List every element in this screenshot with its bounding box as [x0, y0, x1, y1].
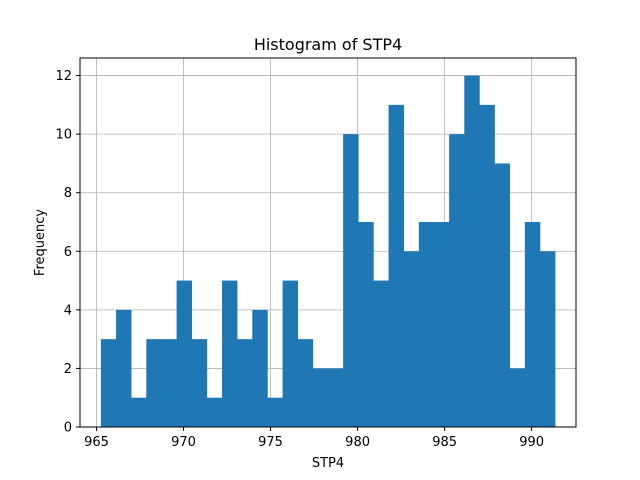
x-tick-label: 975: [258, 435, 283, 450]
x-tick-label: 970: [171, 435, 196, 450]
histogram-bar: [252, 309, 268, 427]
y-tick-label: 6: [64, 245, 72, 260]
chart-title: Histogram of STP4: [254, 35, 402, 54]
histogram-bar: [449, 134, 465, 427]
y-tick-label: 12: [55, 69, 72, 84]
histogram-bar: [539, 251, 556, 427]
histogram-bar: [388, 104, 405, 427]
histogram-bar: [267, 397, 283, 427]
y-tick-label: 4: [64, 303, 72, 318]
histogram-bar: [297, 339, 314, 427]
ticks-layer: 965 970 975 980 985 990 0 2 4 6 8 10 12: [55, 69, 544, 450]
histogram-bar: [146, 339, 162, 427]
x-tick-label: 980: [345, 435, 370, 450]
histogram-bar: [433, 222, 450, 427]
histogram-bar: [418, 222, 435, 427]
y-tick-label: 10: [55, 128, 72, 143]
histogram-bar: [328, 368, 344, 427]
histogram-bar: [464, 75, 480, 428]
histogram-bar: [358, 222, 374, 427]
histogram-bar: [373, 280, 389, 427]
histogram-bar: [343, 134, 359, 427]
y-axis-label: Frequency: [33, 209, 48, 276]
histogram-bar: [282, 280, 299, 427]
y-tick-label: 0: [64, 421, 72, 436]
y-tick-label: 8: [64, 186, 72, 201]
plot-frame: [79, 57, 577, 428]
histogram-bar: [509, 368, 526, 427]
histogram-bar: [312, 368, 329, 427]
y-tick-label: 2: [64, 362, 72, 377]
histogram-bar: [191, 339, 208, 427]
histogram-bar: [237, 339, 253, 427]
histogram-bar: [206, 397, 223, 427]
x-tick-label: 985: [432, 435, 457, 450]
histogram-bar: [494, 163, 510, 427]
histogram-bar: [222, 280, 238, 427]
x-tick-label: 965: [84, 435, 109, 450]
histogram-bar: [116, 309, 132, 427]
histogram-bar: [100, 339, 117, 427]
histogram-bar: [479, 104, 495, 427]
x-axis-label: STP4: [312, 456, 344, 471]
histogram-bar: [161, 339, 177, 427]
histogram-bar: [131, 397, 147, 427]
histogram-bar: [403, 251, 420, 427]
x-tick-label: 990: [519, 435, 544, 450]
bars-layer: [100, 75, 556, 428]
histogram-bar: [524, 222, 541, 427]
histogram-bar: [176, 280, 193, 427]
